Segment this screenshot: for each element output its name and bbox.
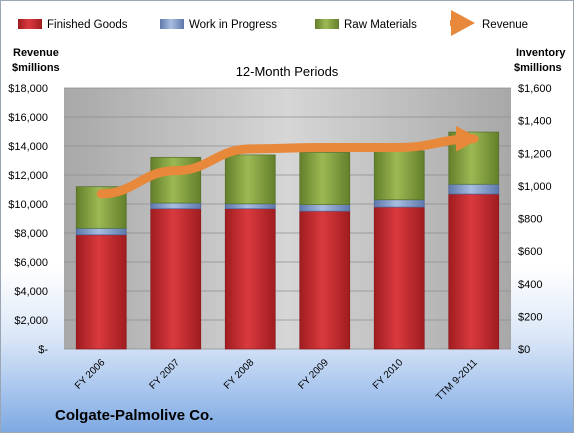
bar-work-in-progress-fy-2010	[373, 199, 425, 208]
left-axis-tick-label: $8,000	[14, 228, 48, 240]
bar-finished-goods-ttm-9-2011	[448, 193, 500, 350]
left-axis-tick-label: $18,000	[8, 83, 48, 95]
bar-finished-goods-fy-2006	[75, 234, 127, 350]
right-axis-title-line2: $millions	[514, 62, 562, 74]
legend-label-work-in-progress: Work in Progress	[189, 19, 277, 31]
left-axis-tick-label: $2,000	[14, 315, 48, 327]
left-axis-tick-label: $14,000	[8, 141, 48, 153]
category-label: TTM 9-2011	[434, 357, 480, 403]
right-axis-tick-label: $1,200	[518, 148, 552, 160]
left-axis-tick-label: $12,000	[8, 170, 48, 182]
bar-work-in-progress-fy-2007	[150, 202, 202, 210]
category-label: FY 2009	[296, 357, 331, 392]
left-axis-tick-label: $4,000	[14, 286, 48, 298]
revenue-line-path	[96, 125, 480, 199]
left-axis-tick-label: $-	[38, 344, 48, 356]
left-axis-tick-label: $10,000	[8, 199, 48, 211]
right-axis-tick-label: $0	[518, 344, 530, 356]
bar-work-in-progress-fy-2009	[299, 204, 351, 212]
chart-subtitle: 12-Month Periods	[236, 64, 339, 79]
bar-finished-goods-fy-2010	[373, 206, 425, 350]
bar-finished-goods-fy-2007	[150, 208, 202, 350]
bar-work-in-progress-ttm-9-2011	[448, 183, 500, 195]
right-axis-tick-label: $1,600	[518, 83, 552, 95]
legend-label-raw-materials: Raw Materials	[344, 19, 417, 31]
bar-finished-goods-fy-2008	[224, 208, 276, 350]
legend-swatch-raw-materials	[315, 19, 339, 29]
bar-work-in-progress-fy-2006	[75, 227, 127, 236]
category-label: FY 2008	[222, 357, 257, 392]
category-label: FY 2007	[147, 357, 182, 392]
right-axis-tick-label: $1,000	[518, 181, 552, 193]
category-labels: FY 2006 FY 2007 FY 2008 FY 2009 FY 2010 TTM 9…	[73, 357, 480, 403]
left-axis-title-line1: Revenue	[13, 47, 59, 59]
legend-swatch-finished-goods	[18, 19, 42, 29]
left-axis-title-line2: $millions	[12, 62, 60, 74]
category-label: FY 2010	[371, 357, 406, 392]
right-axis-tick-label: $400	[518, 279, 542, 291]
right-axis-tick-label: $800	[518, 214, 542, 226]
bar-raw-materials-fy-2008	[224, 154, 276, 205]
bar-raw-materials-fy-2010	[373, 150, 425, 201]
right-axis-tick-label: $600	[518, 246, 542, 258]
bar-raw-materials-fy-2009	[299, 152, 351, 205]
right-axis-tick-label: $200	[518, 311, 542, 323]
left-axis-tick-label: $16,000	[8, 112, 48, 124]
revenue-line	[96, 125, 480, 199]
legend-label-revenue: Revenue	[482, 19, 528, 31]
bar-finished-goods-fy-2009	[299, 210, 351, 350]
plot-area	[64, 88, 511, 349]
legend-label-finished-goods: Finished Goods	[47, 19, 128, 31]
bar-work-in-progress-fy-2008	[224, 203, 276, 210]
company-name: Colgate-Palmolive Co.	[55, 407, 213, 424]
legend: Finished Goods Work in Progress Raw Mate…	[18, 10, 528, 36]
bars	[75, 131, 500, 350]
left-axis-ticks: $- $2,000 $4,000 $6,000 $8,000 $10,000 $12,000…	[8, 83, 48, 356]
right-axis-tick-label: $1,400	[518, 116, 552, 128]
left-axis-tick-label: $6,000	[14, 257, 48, 269]
category-label: FY 2006	[73, 357, 108, 392]
right-axis-ticks: $0 $200 $400 $600 $800 $1,000 $1,200 $1,400 $1,6…	[518, 83, 552, 356]
right-axis-title-line1: Inventory	[516, 47, 566, 59]
legend-swatch-work-in-progress	[160, 19, 184, 29]
